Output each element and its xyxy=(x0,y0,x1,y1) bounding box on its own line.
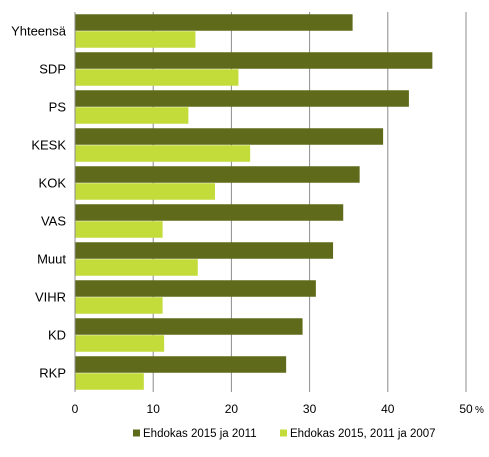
bar-muut-series-1 xyxy=(75,242,334,259)
legend-label: Ehdokas 2015, 2011 ja 2007 xyxy=(290,428,436,440)
bar-vas-series-1 xyxy=(75,204,344,221)
category-label: Muut xyxy=(37,252,66,267)
category-label: KD xyxy=(48,328,66,343)
bar-sdp-series-2 xyxy=(75,69,239,86)
bar-kok-series-2 xyxy=(75,183,215,200)
category-label: PS xyxy=(49,100,67,115)
category-label: SDP xyxy=(39,62,66,77)
bar-vihr-series-1 xyxy=(75,280,316,297)
x-tick-labels: 0 10 20 30 40 50 xyxy=(72,402,473,416)
x-tick-label: 0 xyxy=(72,402,79,416)
category-label: Yhteensä xyxy=(11,24,67,39)
x-tick-label: 20 xyxy=(225,402,239,416)
bars xyxy=(75,14,433,390)
bar-kd-series-2 xyxy=(75,335,165,352)
bar-rkp-series-2 xyxy=(75,373,144,390)
x-tick-label: 10 xyxy=(147,402,161,416)
category-label: KESK xyxy=(31,138,66,153)
bar-muut-series-2 xyxy=(75,259,198,276)
bar-yhteensä-series-2 xyxy=(75,31,196,48)
x-axis-unit: % xyxy=(475,405,484,416)
x-tick-label: 40 xyxy=(381,402,395,416)
bar-yhteensä-series-1 xyxy=(75,14,353,31)
x-tick-label: 30 xyxy=(303,402,317,416)
bar-ps-series-2 xyxy=(75,107,189,124)
x-tick-label: 50 xyxy=(459,402,473,416)
bar-kesk-series-1 xyxy=(75,128,384,145)
legend-swatch xyxy=(280,429,287,437)
category-labels: Yhteensä SDP PS KESK KOK VAS Muut VIHR KD RKP xyxy=(11,24,67,381)
bar-kd-series-1 xyxy=(75,318,303,335)
category-label: KOK xyxy=(39,176,67,191)
bar-vas-series-2 xyxy=(75,221,163,238)
legend: Ehdokas 2015 ja 2011 Ehdokas 2015, 2011 j… xyxy=(133,428,436,440)
bar-ps-series-1 xyxy=(75,90,409,107)
legend-swatch xyxy=(133,429,140,437)
category-label: VIHR xyxy=(35,290,66,305)
bar-sdp-series-1 xyxy=(75,52,433,69)
legend-label: Ehdokas 2015 ja 2011 xyxy=(143,428,257,440)
bar-kok-series-1 xyxy=(75,166,360,183)
category-label: VAS xyxy=(41,214,66,229)
category-label: RKP xyxy=(39,366,66,381)
gridlines xyxy=(152,12,467,392)
bar-vihr-series-2 xyxy=(75,297,163,314)
bar-rkp-series-1 xyxy=(75,356,287,373)
bar-kesk-series-2 xyxy=(75,145,251,162)
